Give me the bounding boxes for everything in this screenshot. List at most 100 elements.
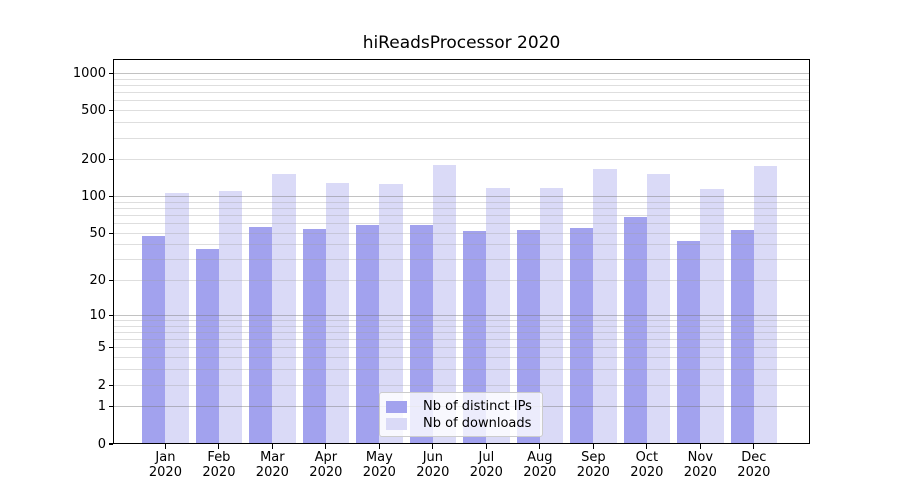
gridline-minor-600 bbox=[113, 100, 810, 102]
x-tick-feb bbox=[218, 444, 220, 449]
bar-downloads-sep bbox=[593, 168, 617, 444]
bar-distinct-ips-jul bbox=[463, 231, 487, 444]
bar-downloads-jan bbox=[165, 193, 189, 444]
gridline-minor-30 bbox=[113, 259, 810, 261]
gridline-minor-900 bbox=[113, 78, 810, 80]
y-tick-label-2: 2 bbox=[97, 377, 106, 393]
bar-downloads-dec bbox=[753, 165, 778, 444]
gridline-minor-60 bbox=[113, 223, 810, 225]
x-tick-apr bbox=[325, 444, 327, 449]
gridline-minor-3 bbox=[113, 369, 810, 371]
bar-distinct-ips-sep bbox=[570, 228, 594, 444]
x-tick-jun bbox=[432, 444, 434, 449]
y-tick-50 bbox=[108, 232, 113, 234]
bar-downloads-feb bbox=[218, 190, 243, 444]
y-tick-1 bbox=[108, 406, 113, 408]
y-tick-label-200: 200 bbox=[81, 152, 106, 168]
y-tick-10 bbox=[108, 314, 113, 316]
legend: Nb of distinct IPs Nb of downloads bbox=[379, 392, 543, 437]
x-tick-label-oct: Oct 2020 bbox=[630, 450, 664, 480]
bar-downloads-jul bbox=[486, 188, 510, 444]
y-tick-label-10: 10 bbox=[89, 307, 106, 323]
bar-distinct-ips-dec bbox=[730, 230, 754, 444]
bar-distinct-ips-nov bbox=[677, 241, 701, 444]
gridline-minor-7 bbox=[113, 332, 810, 333]
x-tick-aug bbox=[539, 444, 541, 449]
legend-item-downloads: Nb of downloads bbox=[386, 415, 536, 432]
bar-distinct-ips-jan bbox=[142, 236, 166, 444]
y-tick-20 bbox=[108, 280, 113, 282]
y-tick-label-50: 50 bbox=[89, 225, 106, 241]
x-tick-label-may: May 2020 bbox=[362, 450, 396, 480]
legend-swatch-distinct-ips-icon bbox=[386, 400, 407, 413]
y-tick-label-20: 20 bbox=[89, 273, 106, 289]
y-tick-5 bbox=[108, 347, 113, 349]
y-tick-1000 bbox=[108, 72, 113, 75]
bar-downloads-mar bbox=[272, 173, 296, 444]
x-tick-jul bbox=[485, 444, 487, 449]
gridline-minor-5 bbox=[113, 347, 810, 349]
gridline-minor-80 bbox=[113, 207, 810, 209]
bar-downloads-oct bbox=[646, 173, 671, 444]
y-tick-200 bbox=[108, 159, 113, 161]
x-tick-label-jun: Jun 2020 bbox=[416, 450, 450, 480]
bar-distinct-ips-mar bbox=[249, 227, 273, 444]
gridline-minor-2 bbox=[113, 384, 810, 386]
x-tick-sep bbox=[592, 444, 594, 449]
bar-downloads-may bbox=[379, 183, 403, 444]
y-tick-label-5: 5 bbox=[97, 340, 106, 356]
y-tick-label-1000: 1000 bbox=[72, 66, 106, 81]
y-tick-2 bbox=[108, 384, 113, 386]
y-tick-100 bbox=[108, 195, 113, 198]
x-tick-label-aug: Aug 2020 bbox=[523, 450, 557, 480]
legend-swatch-downloads-icon bbox=[386, 417, 407, 430]
gridline-major-100 bbox=[113, 196, 810, 197]
y-tick-label-100: 100 bbox=[81, 189, 106, 204]
legend-label-distinct-ips: Nb of distinct IPs bbox=[423, 399, 532, 414]
x-tick-label-feb: Feb 2020 bbox=[202, 450, 236, 480]
gridline-major-10 bbox=[113, 314, 810, 316]
gridline-minor-500 bbox=[113, 110, 810, 112]
bar-distinct-ips-aug bbox=[516, 230, 540, 444]
gridline-minor-50 bbox=[113, 232, 810, 234]
x-tick-label-nov: Nov 2020 bbox=[683, 450, 717, 480]
gridline-minor-6 bbox=[113, 339, 810, 341]
gridline-minor-70 bbox=[113, 214, 810, 216]
y-tick-label-500: 500 bbox=[81, 103, 106, 119]
gridline-major-1000 bbox=[113, 73, 810, 74]
y-tick-label-1: 1 bbox=[97, 399, 106, 415]
y-tick-500 bbox=[108, 110, 113, 112]
x-tick-oct bbox=[646, 444, 648, 449]
gridline-minor-4 bbox=[113, 357, 810, 359]
x-tick-label-mar: Mar 2020 bbox=[255, 450, 289, 480]
x-tick-may bbox=[378, 444, 380, 449]
x-tick-mar bbox=[271, 444, 273, 449]
bar-downloads-apr bbox=[325, 183, 350, 444]
x-tick-nov bbox=[699, 444, 701, 449]
x-tick-label-sep: Sep 2020 bbox=[576, 450, 610, 480]
gridline-minor-800 bbox=[113, 85, 810, 86]
gridline-minor-300 bbox=[113, 137, 810, 139]
x-tick-dec bbox=[753, 444, 755, 449]
gridline-minor-9 bbox=[113, 320, 810, 321]
x-tick-jan bbox=[164, 444, 166, 449]
gridline-minor-200 bbox=[113, 159, 810, 161]
bar-downloads-jun bbox=[432, 165, 457, 444]
gridline-minor-20 bbox=[113, 280, 810, 282]
y-tick-label-0: 0 bbox=[97, 436, 106, 452]
y-tick-0 bbox=[108, 443, 113, 445]
bar-downloads-nov bbox=[700, 188, 724, 444]
bar-distinct-ips-may bbox=[356, 224, 380, 444]
bar-distinct-ips-oct bbox=[623, 217, 647, 444]
gridline-minor-90 bbox=[113, 201, 810, 203]
x-tick-label-dec: Dec 2020 bbox=[737, 450, 771, 480]
gridline-minor-400 bbox=[113, 122, 810, 124]
chart-title: hiReadsProcessor 2020 bbox=[362, 33, 561, 53]
gridline-minor-8 bbox=[113, 325, 810, 327]
bar-downloads-aug bbox=[539, 188, 564, 444]
x-tick-label-jul: Jul 2020 bbox=[469, 450, 503, 480]
gridline-minor-40 bbox=[113, 244, 810, 246]
legend-label-downloads: Nb of downloads bbox=[423, 416, 532, 431]
bar-distinct-ips-jun bbox=[409, 225, 433, 444]
